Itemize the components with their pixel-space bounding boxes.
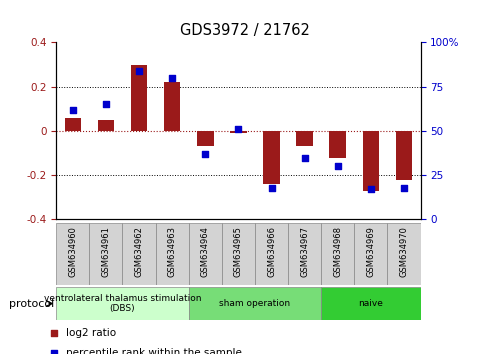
Text: ventrolateral thalamus stimulation
(DBS): ventrolateral thalamus stimulation (DBS) xyxy=(43,294,201,313)
Point xyxy=(399,185,407,190)
Text: protocol: protocol xyxy=(8,298,54,309)
Text: GSM634962: GSM634962 xyxy=(134,226,143,277)
FancyBboxPatch shape xyxy=(321,287,420,320)
Point xyxy=(50,350,58,354)
Text: percentile rank within the sample: percentile rank within the sample xyxy=(65,348,241,354)
Bar xyxy=(263,131,279,184)
Bar xyxy=(230,131,246,133)
Bar xyxy=(64,118,81,131)
Text: log2 ratio: log2 ratio xyxy=(65,328,116,338)
FancyBboxPatch shape xyxy=(386,223,420,285)
Bar xyxy=(296,131,312,147)
Text: naive: naive xyxy=(358,299,383,308)
Text: GSM634965: GSM634965 xyxy=(233,226,243,277)
FancyBboxPatch shape xyxy=(188,223,222,285)
Bar xyxy=(130,65,147,131)
Point xyxy=(300,155,308,160)
Point xyxy=(234,126,242,132)
Point xyxy=(135,68,142,74)
Text: GSM634970: GSM634970 xyxy=(399,226,407,277)
FancyBboxPatch shape xyxy=(122,223,155,285)
Point xyxy=(201,151,209,157)
Bar xyxy=(329,131,346,158)
Point xyxy=(168,75,176,81)
FancyBboxPatch shape xyxy=(254,223,287,285)
FancyBboxPatch shape xyxy=(89,223,122,285)
Point xyxy=(69,107,77,113)
FancyBboxPatch shape xyxy=(222,223,254,285)
Text: GSM634961: GSM634961 xyxy=(101,226,110,277)
Text: GSM634966: GSM634966 xyxy=(266,226,275,277)
Bar xyxy=(197,131,213,147)
Text: GSM634963: GSM634963 xyxy=(167,226,176,277)
Text: GSM634967: GSM634967 xyxy=(300,226,308,277)
Point xyxy=(333,164,341,169)
FancyBboxPatch shape xyxy=(321,223,354,285)
Bar xyxy=(98,120,114,131)
FancyBboxPatch shape xyxy=(354,223,386,285)
FancyBboxPatch shape xyxy=(56,223,89,285)
FancyBboxPatch shape xyxy=(155,223,188,285)
Point xyxy=(366,187,374,192)
Text: sham operation: sham operation xyxy=(219,299,290,308)
Text: GSM634964: GSM634964 xyxy=(201,226,209,277)
Text: GSM634968: GSM634968 xyxy=(332,226,342,277)
Point xyxy=(50,330,58,336)
Bar xyxy=(362,131,378,191)
Text: GSM634969: GSM634969 xyxy=(366,226,375,277)
FancyBboxPatch shape xyxy=(287,223,321,285)
FancyBboxPatch shape xyxy=(56,287,188,320)
Bar xyxy=(395,131,411,180)
Point xyxy=(267,185,275,190)
Bar xyxy=(163,82,180,131)
Text: GSM634960: GSM634960 xyxy=(68,226,77,277)
FancyBboxPatch shape xyxy=(188,287,321,320)
Text: GDS3972 / 21762: GDS3972 / 21762 xyxy=(179,23,309,38)
Point xyxy=(102,102,110,107)
